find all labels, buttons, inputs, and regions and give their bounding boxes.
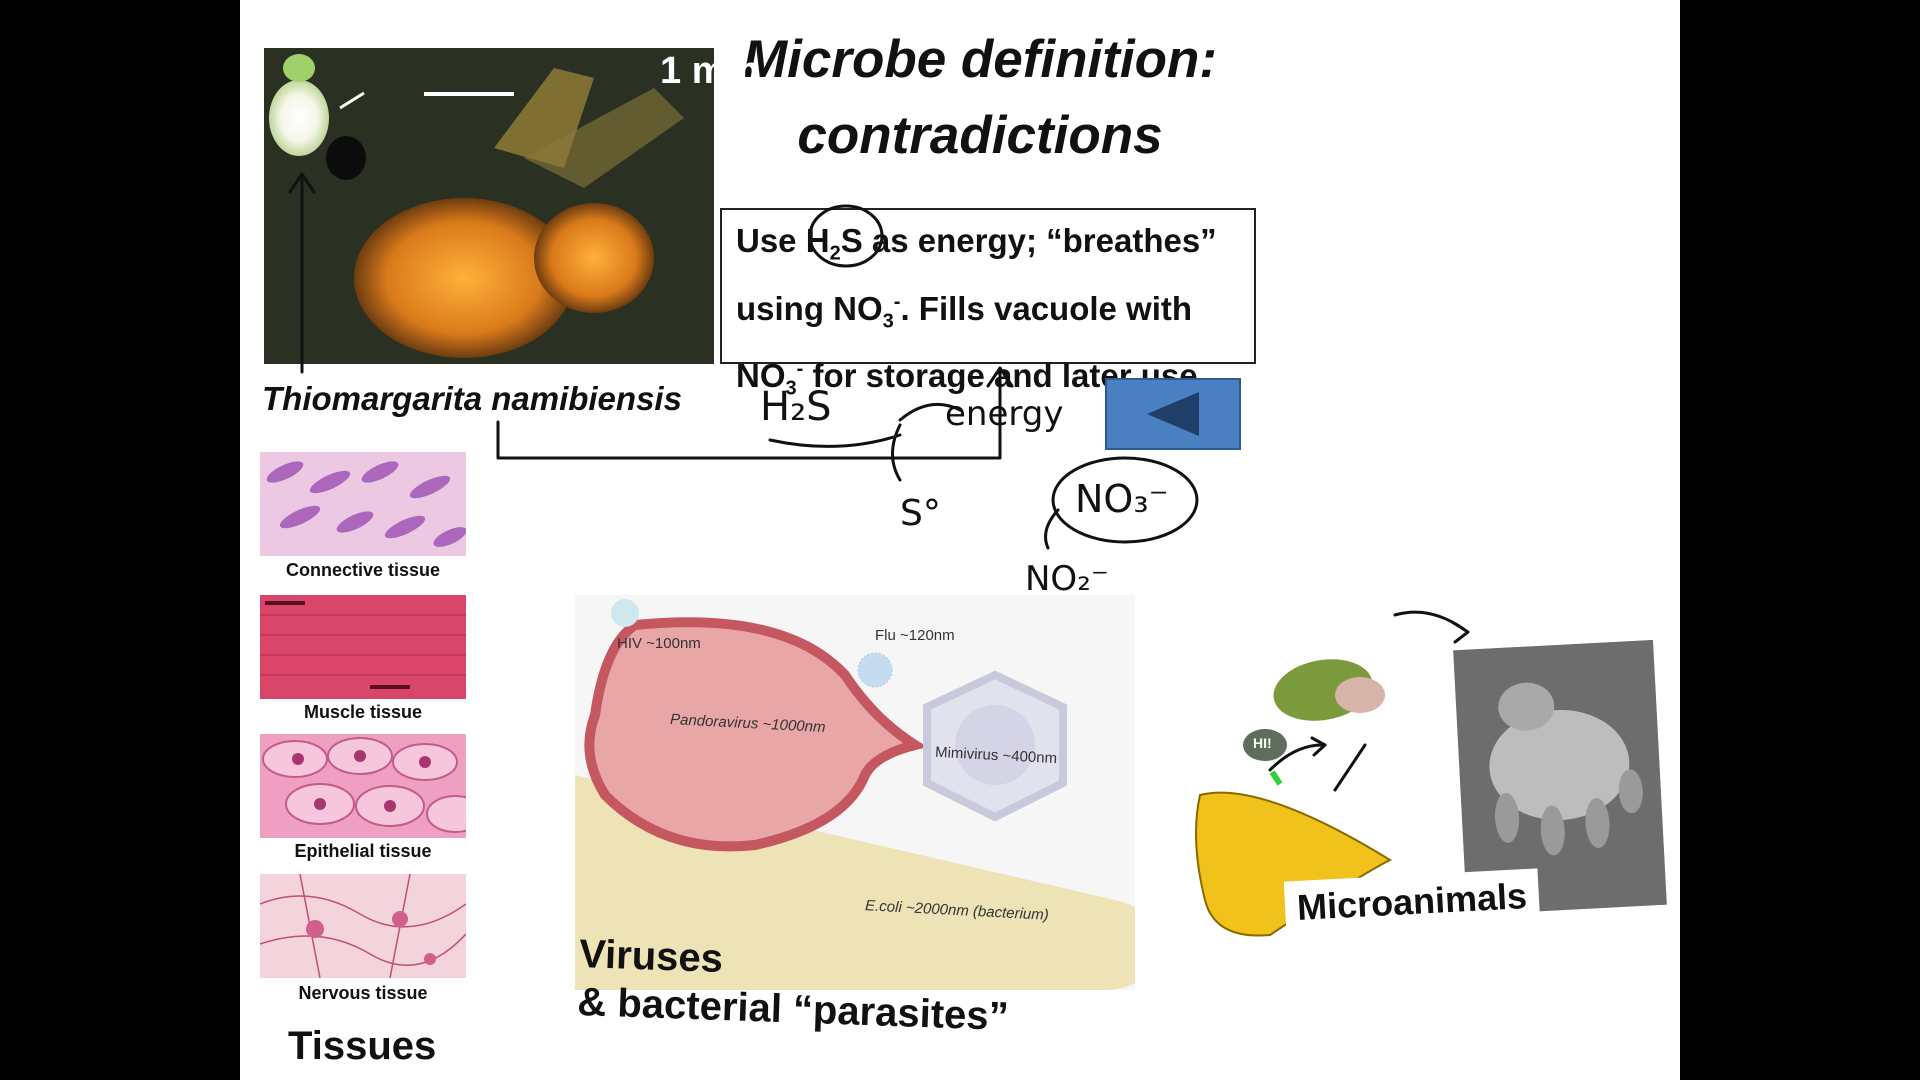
virus-size-comparison: HIV ~100nm Flu ~120nm Pandoravirus ~1000… [575,595,1135,990]
superscript: - [796,358,804,381]
subscript: 2 [829,242,841,265]
info-text: . Fills vacuole with [900,289,1193,327]
ink-no2: NO₂⁻ [1025,559,1109,599]
info-text: using NO [736,289,883,327]
epithelial-tissue-image [260,734,466,838]
no3-circle [1051,456,1199,544]
superscript: - [893,290,901,313]
tissue-caption: Muscle tissue [303,702,423,722]
rotifer-head [1335,677,1385,713]
connective-tissue-illustration [266,461,466,547]
thiomargarita-illustration [264,48,714,364]
virus-comparison-illustration [575,599,1135,990]
bacteria-caption: Thiomargarita namibiensis [262,380,682,417]
mimivirus-core [955,705,1035,785]
info-text: as energy; “breathes” [862,222,1217,259]
info-line-1: Use H2S as energy; “breathes” [736,217,1240,278]
tissue-caption: Nervous tissue [298,983,428,1003]
nervous-tissue-illustration [260,874,466,978]
tardigrade-illustration [1453,639,1667,916]
tissue-caption: Epithelial tissue [294,841,432,861]
info-text: S [840,222,863,259]
muscle-tissue-illustration [260,601,466,689]
tissues-title: Tissues [288,1024,437,1068]
back-button[interactable] [1105,378,1241,450]
hiv-shape [611,599,639,627]
viruses-label: Viruses & bacterial “parasites” [577,930,1011,1041]
ink-s0: S° [900,493,941,534]
info-text: Use [736,222,806,259]
epithelial-tissue-illustration [262,737,466,833]
title-line-1: Microbe definition: [742,30,1218,89]
flu-label: Flu ~120nm [875,627,955,644]
h2s-underline [768,433,902,448]
tiny-creature [1269,770,1283,786]
slide-title: Microbe definition: contradictions [720,22,1240,174]
pandoravirus-shape [584,617,928,852]
thiomargarita-photo [264,48,714,364]
ink-no3: NO₃⁻ [1075,477,1169,521]
tissue-caption: Connective tissue [285,560,441,580]
microanimals-illustration [1195,659,1393,937]
info-line-2: using NO3-. Fills vacuole with [736,278,1240,346]
info-box: Use H2S as energy; “breathes” using NO3-… [720,208,1256,400]
left-triangle-icon [1147,392,1199,436]
subscript: 3 [882,310,894,333]
scale-bar-label: 1 mm [660,50,760,92]
arrow-to-s0 [891,423,902,482]
info-text: NO [736,357,786,395]
nervous-tissue-image [260,874,466,978]
subscript: 3 [785,377,797,400]
title-line-2: contradictions [797,106,1163,165]
hi-label: HI! [1253,735,1272,751]
hiv-label: HIV ~100nm [617,635,701,652]
connective-tissue-image [260,452,466,556]
arrow-to-no2 [1044,508,1060,550]
flu-shape [857,652,893,688]
info-text: H [805,222,830,259]
slide: Microbe definition: contradictions [240,0,1680,1080]
arrow-to-tardigrade [1393,610,1467,632]
muscle-tissue-image [260,595,466,699]
tardigrade-photo [1453,639,1667,916]
